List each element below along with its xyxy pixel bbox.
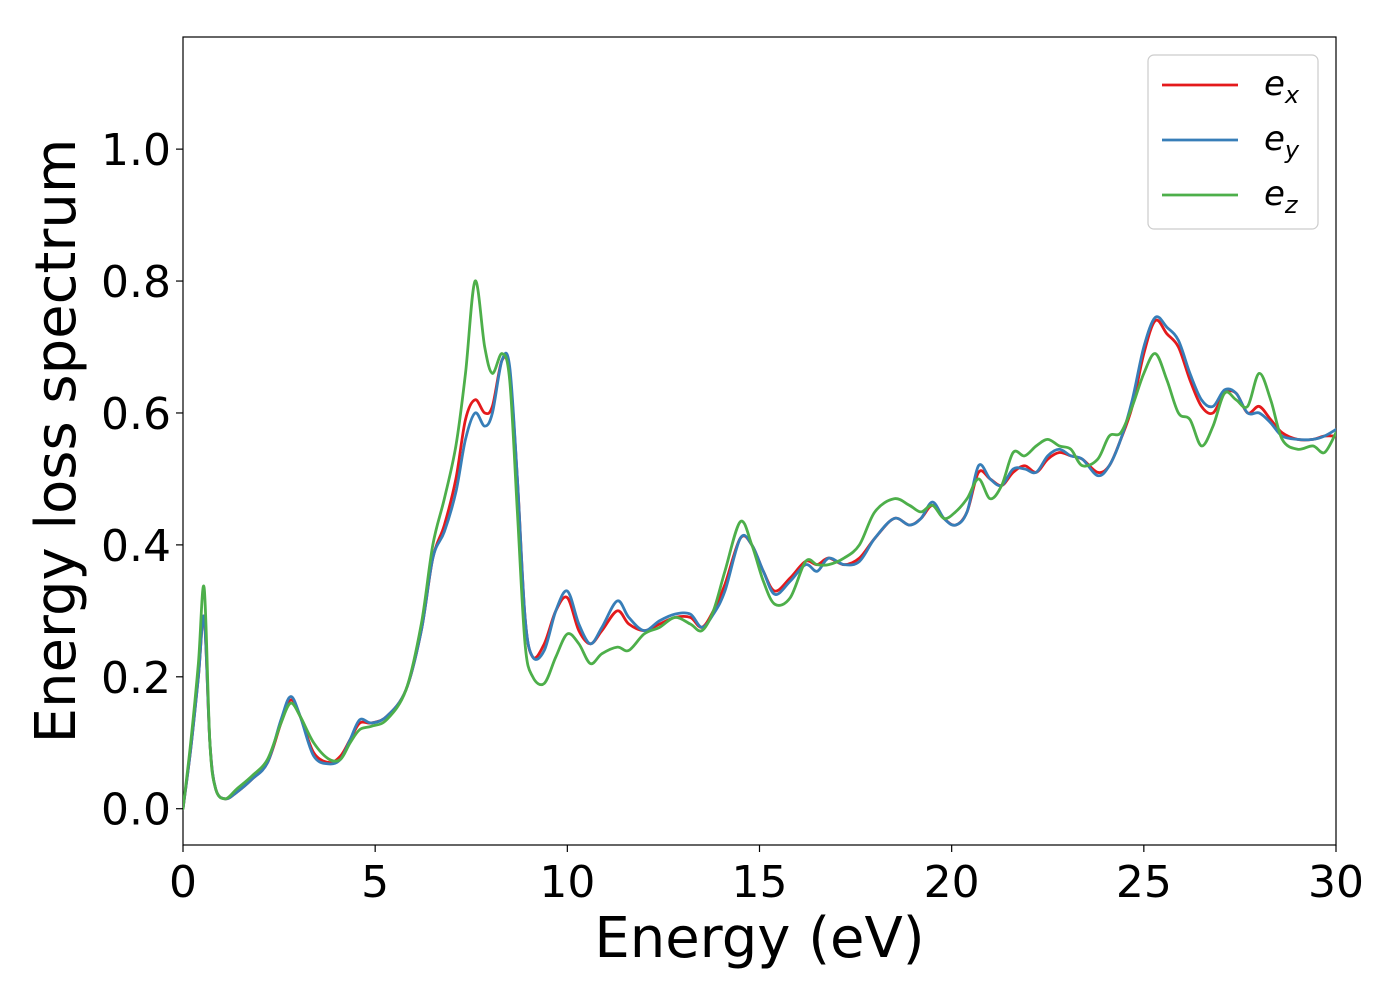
y-tick-label: 0.2: [101, 653, 171, 704]
y-axis-label: Energy loss spectrum: [24, 139, 89, 744]
legend-box: [1147, 54, 1319, 230]
x-tick-label: 30: [1308, 857, 1364, 908]
x-tick-label: 25: [1116, 857, 1172, 908]
x-tick-label: 5: [361, 857, 389, 908]
legend-label-x: ex: [1264, 64, 1300, 109]
x-axis-ticks: 0 5 10 15 20 25 30: [169, 845, 1364, 908]
series-line-z: [183, 279, 1336, 811]
y-tick-label: 0.6: [101, 389, 171, 440]
x-tick-label: 0: [169, 857, 197, 908]
y-tick-label: 0.0: [101, 785, 171, 836]
y-tick-label: 1.0: [101, 125, 171, 176]
x-tick-label: 20: [924, 857, 980, 908]
y-tick-label: 0.4: [101, 521, 171, 572]
y-tick-label: 0.8: [101, 257, 171, 308]
x-tick-label: 15: [732, 857, 788, 908]
x-tick-label: 10: [539, 857, 595, 908]
legend: ex ey ez: [1147, 54, 1319, 230]
series-lines: [183, 279, 1336, 811]
x-axis-label: Energy (eV): [594, 906, 924, 971]
y-axis-ticks: 0.0 0.2 0.4 0.6 0.8 1.0: [101, 125, 183, 836]
legend-label-y: ey: [1264, 119, 1300, 164]
legend-label-z: ez: [1264, 174, 1299, 219]
